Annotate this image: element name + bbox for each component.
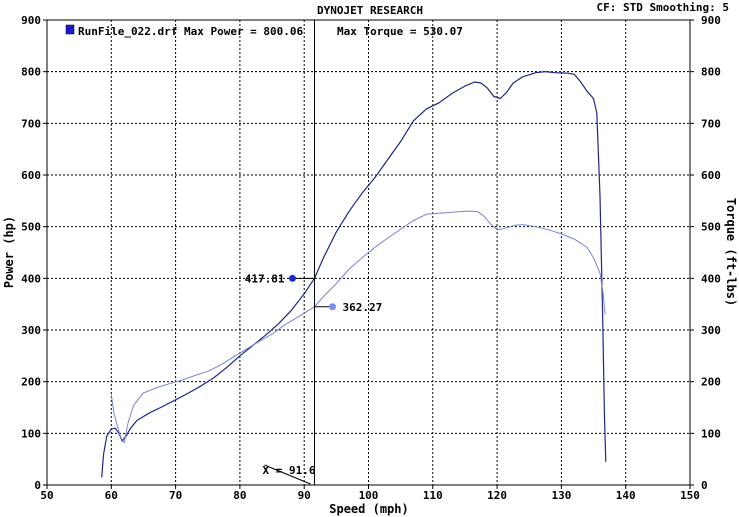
y-tick-label-left: 200 — [21, 376, 41, 389]
y-tick-label-right: 0 — [701, 479, 708, 492]
y-tick-label-right: 500 — [701, 221, 721, 234]
x-axis-ticks: 50 60 70 80 90 100 110 120 130 140 150 — [40, 485, 700, 502]
y-axis-left-ticks: 0 100 200 300 400 500 600 700 800 900 — [21, 14, 47, 492]
series-lines — [101, 71, 607, 478]
x-tick-label: 150 — [680, 489, 700, 502]
y-tick-label-right: 700 — [701, 117, 721, 130]
x-axis-label: Speed (mph) — [329, 502, 408, 516]
legend-max-torque: Max Torque = 530.07 — [337, 25, 463, 38]
grid — [47, 20, 690, 485]
x-tick-label: 80 — [233, 489, 246, 502]
y-tick-label-left: 700 — [21, 117, 41, 130]
y-tick-label-left: 500 — [21, 221, 41, 234]
y-axis-left-label: Power (hp) — [2, 216, 16, 288]
y-axis-right-label: Torque (ft-lbs) — [724, 198, 738, 306]
x-tick-label: 120 — [487, 489, 507, 502]
y-tick-label-right: 900 — [701, 14, 721, 27]
y-axis-right-ticks: 0 100 200 300 400 500 600 700 800 900 — [690, 14, 721, 492]
y-tick-label-left: 600 — [21, 169, 41, 182]
x-tick-label: 100 — [359, 489, 379, 502]
x-tick-label: 130 — [551, 489, 571, 502]
x-tick-label: 70 — [169, 489, 182, 502]
y-tick-label-left: 100 — [21, 427, 41, 440]
x-tick-label: 60 — [105, 489, 118, 502]
series-line-torque — [110, 210, 606, 444]
chart-title: DYNOJET RESEARCH — [317, 4, 423, 17]
cursor-x-leader — [264, 464, 311, 485]
y-tick-label-right: 800 — [701, 66, 721, 79]
x-tick-label: 140 — [616, 489, 636, 502]
x-tick-label: 90 — [298, 489, 311, 502]
legend-run-label: RunFile_022.drf Max Power = 800.06 — [78, 25, 304, 38]
cursor: 417.81 362.27 X = 91.6 — [245, 20, 382, 485]
y-tick-label-right: 200 — [701, 376, 721, 389]
x-tick-label: 110 — [423, 489, 443, 502]
series-line-power — [101, 71, 607, 478]
power-cursor-marker — [288, 274, 296, 282]
y-tick-label-right: 300 — [701, 324, 721, 337]
x-tick-label: 50 — [40, 489, 53, 502]
y-tick-label-right: 600 — [701, 169, 721, 182]
y-tick-label-left: 900 — [21, 14, 41, 27]
power-cursor-value: 417.81 — [245, 272, 285, 285]
y-tick-label-left: 800 — [21, 66, 41, 79]
legend-swatch — [65, 24, 75, 35]
torque-cursor-value: 362.27 — [342, 301, 382, 314]
y-tick-label-left: 300 — [21, 324, 41, 337]
torque-cursor-marker — [328, 303, 336, 311]
y-tick-label-left: 0 — [34, 479, 41, 492]
y-tick-label-left: 400 — [21, 272, 41, 285]
y-tick-label-right: 100 — [701, 427, 721, 440]
cursor-x-value: X = 91.6 — [262, 464, 315, 477]
cf-smoothing-label: CF: STD Smoothing: 5 — [597, 1, 729, 14]
y-tick-label-right: 400 — [701, 272, 721, 285]
